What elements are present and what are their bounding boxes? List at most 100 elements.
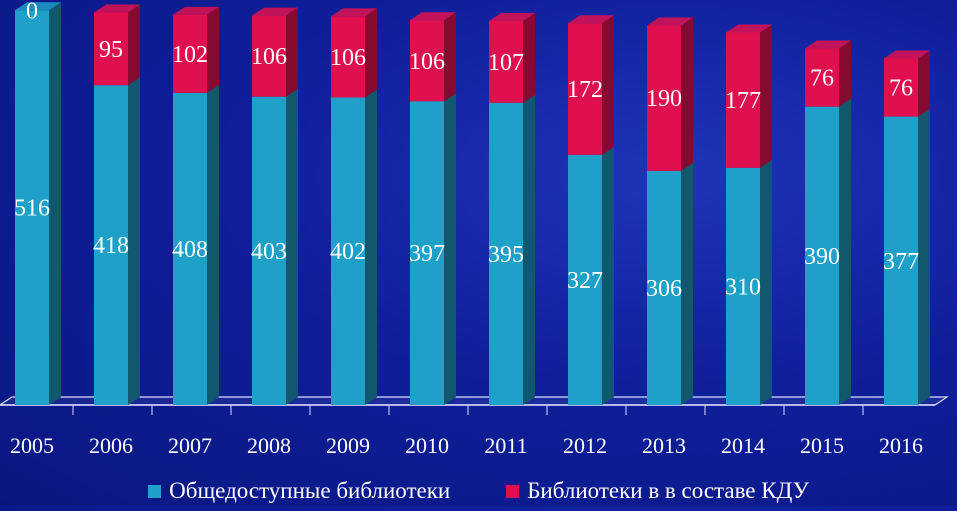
data-label-public-2014: 310 [725, 274, 761, 300]
legend-swatch-kdu-libraries [506, 484, 520, 498]
bar-public-libraries-2010 [410, 101, 444, 406]
bar-public-libraries-2009 [331, 97, 365, 405]
bar-top-cap [568, 15, 614, 24]
data-label-kdu-2011: 107 [488, 50, 524, 76]
bar-side-kdu [286, 7, 298, 97]
bar-public-libraries-2007 [173, 92, 207, 405]
bar-public-libraries-2006 [94, 85, 128, 405]
bar-side-public [444, 93, 456, 406]
bar-side-kdu [602, 15, 614, 155]
x-tick-label-2012: 2012 [563, 433, 607, 458]
data-label-kdu-2007: 102 [172, 42, 208, 68]
x-tick-label-2011: 2011 [484, 433, 527, 458]
bar-side-kdu [760, 24, 772, 168]
bar-side-public [365, 89, 377, 405]
x-tick-label-2009: 2009 [326, 433, 370, 458]
bar-top-cap [15, 2, 61, 11]
chart-legend: Общедоступные библиотеки Библиотеки в в … [0, 476, 957, 506]
x-tick-label-2008: 2008 [247, 433, 291, 458]
bar-top-cap [410, 12, 456, 21]
bar-kdu-libraries-2006 [94, 12, 128, 86]
bar-kdu-libraries-2014 [726, 32, 760, 168]
bar-top-cap [173, 6, 219, 15]
data-label-public-2007: 408 [172, 237, 208, 263]
bar-top-cap [94, 4, 140, 13]
data-label-public-2010: 397 [409, 241, 445, 267]
data-label-public-2009: 402 [330, 239, 366, 265]
bar-kdu-libraries-2011 [489, 20, 523, 103]
x-tick-label-2013: 2013 [642, 433, 686, 458]
bar-public-libraries-2005 [15, 10, 49, 405]
legend-item-kdu-libraries: Библиотеки в в составе КДУ [506, 478, 809, 504]
bar-top-cap [884, 50, 930, 59]
x-tick-label-2005: 2005 [10, 433, 54, 458]
x-tick-label-2006: 2006 [89, 433, 133, 458]
bar-kdu-libraries-2007 [173, 14, 207, 93]
data-label-kdu-2014: 177 [725, 88, 761, 114]
bar-side-public [602, 146, 614, 405]
data-label-public-2012: 327 [567, 268, 603, 294]
bar-side-public [207, 84, 219, 405]
bar-side-kdu [523, 12, 535, 103]
data-label-kdu-2013: 190 [646, 86, 682, 112]
legend-item-public-libraries: Общедоступные библиотеки [148, 478, 450, 504]
bar-public-libraries-2013 [647, 170, 681, 405]
bar-top-cap [489, 12, 535, 21]
bar-side-kdu [839, 40, 851, 107]
bar-kdu-libraries-2010 [410, 20, 444, 102]
bar-side-public [49, 2, 61, 405]
bar-side-public [286, 88, 298, 405]
bar-top-cap [726, 24, 772, 33]
data-label-kdu-2010: 106 [409, 49, 445, 75]
legend-swatch-public-libraries [148, 484, 162, 498]
bar-top-cap [331, 8, 377, 17]
data-label-public-2006: 418 [93, 233, 129, 259]
bar-kdu-libraries-2012 [568, 23, 602, 155]
bar-public-libraries-2015 [805, 106, 839, 406]
bar-side-public [523, 94, 535, 405]
x-tick-label-2007: 2007 [168, 433, 212, 458]
bar-kdu-libraries-2008 [252, 15, 286, 97]
data-label-public-2008: 403 [251, 239, 287, 265]
data-label-public-2015: 390 [804, 244, 840, 270]
data-label-kdu-2015: 76 [810, 66, 834, 92]
x-tick-label-2016: 2016 [879, 433, 923, 458]
bar-side-public [839, 98, 851, 406]
legend-label-public-libraries: Общедоступные библиотеки [169, 478, 451, 503]
bar-kdu-libraries-2013 [647, 25, 681, 171]
bar-kdu-libraries-2015 [805, 48, 839, 107]
bar-side-kdu [207, 6, 219, 93]
data-label-kdu-2009: 106 [330, 45, 366, 71]
bar-side-kdu [128, 4, 140, 86]
bar-side-kdu [444, 12, 456, 102]
data-label-kdu-2008: 106 [251, 44, 287, 70]
data-label-public-2013: 306 [646, 276, 682, 302]
x-tick-label-2010: 2010 [405, 433, 449, 458]
data-label-kdu-2016: 76 [889, 76, 913, 102]
bar-public-libraries-2014 [726, 167, 760, 405]
bar-side-public [681, 162, 693, 405]
data-label-public-2016: 377 [883, 249, 919, 275]
bar-kdu-libraries-2009 [331, 16, 365, 98]
data-label-kdu-2005: 0 [26, 0, 38, 24]
data-label-kdu-2012: 172 [567, 77, 603, 103]
bar-side-kdu [918, 50, 930, 117]
legend-label-kdu-libraries: Библиотеки в в составе КДУ [527, 478, 809, 503]
bar-side-public [918, 108, 930, 405]
bar-public-libraries-2016 [884, 116, 918, 405]
bar-public-libraries-2011 [489, 102, 523, 405]
x-tick-label-2014: 2014 [721, 433, 765, 458]
x-tick-label-2015: 2015 [800, 433, 844, 458]
bar-side-kdu [681, 17, 693, 171]
chart-floor [0, 396, 949, 406]
data-label-public-2011: 395 [488, 242, 524, 268]
bar-kdu-libraries-2016 [884, 58, 918, 117]
data-label-kdu-2006: 95 [99, 37, 123, 63]
bar-top-cap [805, 40, 851, 49]
bar-top-cap [647, 17, 693, 26]
bar-public-libraries-2008 [252, 96, 286, 405]
data-label-public-2005: 516 [14, 196, 50, 222]
bar-side-public [128, 77, 140, 405]
